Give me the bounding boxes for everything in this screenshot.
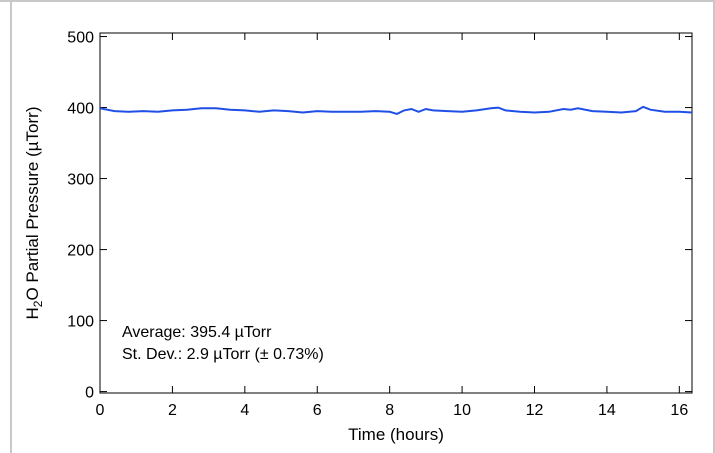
y-tick-label-400: 400 [67,101,94,118]
y-axis-title-prefix: H [23,307,42,319]
y-axis-title-suffix: O Partial Pressure (µTorr) [23,107,42,301]
plot-frame [99,32,693,394]
annotation-average: Average: 395.4 µTorr [122,324,272,341]
annotation-stdev: St. Dev.: 2.9 µTorr (± 0.73%) [122,346,324,363]
x-tick-label-16: 16 [670,402,688,419]
x-tick-label-2: 2 [168,402,177,419]
y-tick-label-300: 300 [67,172,94,189]
x-tick-label-6: 6 [313,402,322,419]
x-axis-title: Time (hours) [348,425,444,444]
y-tick-label-100: 100 [67,314,94,331]
series-line-h2o-pressure [99,105,693,115]
x-tick-label-12: 12 [526,402,544,419]
y-tick-label-0: 0 [85,385,94,402]
y-tick-labels: 0 100 200 300 400 500 [67,30,94,402]
plot-area [99,32,693,394]
axis-ticks [99,33,692,393]
figure-left-border [10,2,12,453]
x-tick-labels: 0 2 4 6 8 10 12 14 16 [96,402,689,419]
y-tick-label-500: 500 [67,30,94,47]
x-tick-label-10: 10 [453,402,471,419]
y-tick-label-200: 200 [67,243,94,260]
y-axis-title-subscript: 2 [31,300,45,307]
y-axis-title: H2O Partial Pressure (µTorr) [23,107,45,320]
x-tick-label-14: 14 [598,402,616,419]
x-tick-label-0: 0 [96,402,105,419]
x-tick-label-8: 8 [385,402,394,419]
x-tick-label-4: 4 [240,402,249,419]
